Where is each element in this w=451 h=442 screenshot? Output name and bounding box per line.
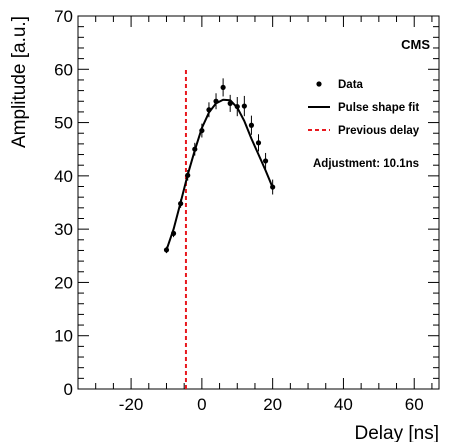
- data-point: [213, 98, 219, 104]
- data-point: [178, 200, 184, 207]
- legend: Data Pulse shape fit Previous delay: [308, 79, 420, 137]
- data-point: [255, 140, 262, 146]
- x-tick-label: 20: [263, 395, 282, 414]
- axis-ticks: [78, 15, 439, 390]
- pulse-shape-fit-line: [165, 98, 274, 251]
- y-axis-label: Amplitude [a.u.]: [9, 16, 30, 148]
- x-tick-label: 60: [405, 395, 424, 414]
- data-point: [192, 146, 198, 152]
- legend-data-label: Data: [338, 79, 364, 91]
- x-axis-label: Delay [ns]: [355, 423, 439, 442]
- data-point: [170, 230, 177, 237]
- data-point: [163, 247, 170, 253]
- y-tick-label: 0: [64, 380, 73, 399]
- x-tick-label: -20: [119, 395, 144, 414]
- y-tick-label: 70: [54, 7, 73, 26]
- data-point: [270, 184, 276, 190]
- plot-area-border: [77, 15, 440, 390]
- y-tick-labels: 0 10 20 30 40 50 60 70: [54, 7, 73, 399]
- data-point: [262, 158, 269, 164]
- plot-frame: [77, 15, 440, 390]
- legend-previous-delay-label: Previous delay: [338, 125, 420, 137]
- data-point: [248, 122, 255, 128]
- x-tick-label: 40: [334, 395, 353, 414]
- y-tick-label: 30: [54, 220, 73, 239]
- x-tick-label: 0: [197, 395, 206, 414]
- y-tick-label: 20: [54, 273, 73, 292]
- y-tick-label: 10: [54, 327, 73, 346]
- y-tick-label: 40: [54, 167, 73, 186]
- data-points-layer: [163, 78, 276, 254]
- y-tick-label: 60: [54, 60, 73, 79]
- legend-data-marker: [316, 81, 322, 87]
- legend-fit-label: Pulse shape fit: [338, 102, 419, 114]
- data-point: [241, 103, 247, 109]
- cms-label: CMS: [401, 37, 430, 52]
- data-point: [220, 84, 226, 91]
- data-point: [185, 172, 191, 178]
- data-point: [234, 103, 240, 110]
- y-tick-label: 50: [54, 114, 73, 133]
- data-point: [227, 100, 233, 106]
- data-point: [206, 107, 212, 113]
- adjustment-annotation: Adjustment: 10.1ns: [313, 158, 419, 170]
- data-point: [199, 127, 205, 134]
- fit-layer: [165, 98, 274, 251]
- x-tick-labels: -20 0 20 40 60: [119, 395, 424, 414]
